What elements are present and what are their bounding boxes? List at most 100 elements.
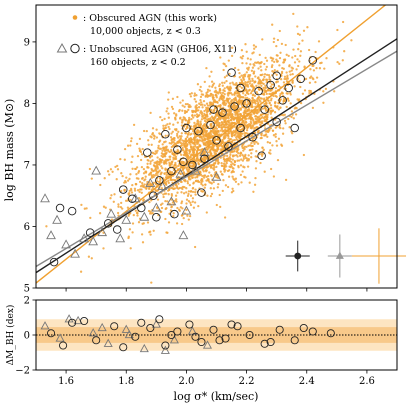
obscured-point (246, 67, 249, 70)
obscured-point (201, 140, 204, 143)
obscured-point (220, 161, 223, 165)
obscured-point (149, 182, 152, 186)
obscured-point (161, 143, 164, 146)
residual-circle (209, 325, 218, 334)
legend: : Obscured AGN (this work) 10,000 object… (56, 13, 237, 68)
obscured-point (149, 160, 152, 163)
obscured-point (90, 257, 93, 260)
obscured-point (263, 75, 266, 79)
obscured-point (237, 152, 240, 155)
obscured-point (140, 165, 144, 169)
obscured-point (263, 102, 266, 106)
obscured-point (131, 167, 134, 170)
obscured-point (150, 136, 153, 139)
obscured-point (291, 56, 294, 59)
unobscured-circle (179, 157, 188, 167)
obscured-point (234, 96, 237, 99)
obscured-point (192, 116, 195, 119)
unobscured-circle (218, 108, 227, 117)
obscured-point (128, 177, 131, 181)
obscured-point (212, 109, 216, 112)
obscured-point (141, 181, 144, 185)
unobscured-triangle (178, 230, 189, 240)
obscured-point (254, 45, 258, 48)
obscured-point (205, 129, 209, 133)
obscured-point (169, 162, 172, 166)
obscured-point (296, 25, 299, 28)
obscured-point (270, 56, 273, 60)
obscured-point (244, 85, 247, 88)
obscured-point (269, 85, 272, 88)
obscured-point (343, 50, 346, 53)
obscured-point (265, 92, 268, 96)
obscured-point (240, 158, 243, 161)
obscured-point (193, 135, 197, 138)
unobscured-circle (197, 188, 206, 197)
obscured-point (192, 206, 196, 209)
unobscured-circle (143, 148, 152, 157)
obscured-point (182, 153, 185, 157)
obscured-point (221, 110, 224, 113)
obscured-point (208, 75, 211, 78)
obscured-point (187, 218, 190, 221)
obscured-point (273, 111, 277, 114)
obscured-point (227, 132, 230, 135)
obscured-point (252, 190, 255, 193)
obscured-point (177, 187, 180, 190)
legend-obscured-detail: 10,000 objects, z < 0.3 (90, 26, 201, 37)
obscured-point (242, 157, 246, 160)
obscured-point (193, 92, 196, 95)
obscured-point (203, 113, 206, 117)
residual-circle (308, 327, 317, 336)
y-tick-label: 7 (24, 160, 30, 171)
obscured-point (189, 203, 193, 207)
obscured-point (211, 143, 214, 146)
obscured-point (231, 46, 234, 49)
obscured-point (212, 82, 216, 85)
obscured-point (262, 86, 265, 90)
obscured-point (246, 108, 250, 112)
obscured-point (212, 128, 215, 131)
obscured-point (172, 123, 175, 126)
unobscured-circle (272, 117, 281, 127)
obscured-point (196, 142, 199, 145)
obscured-point (177, 130, 180, 133)
obscured-point (197, 109, 200, 112)
obscured-point (149, 162, 152, 165)
obscured-point (137, 196, 141, 200)
obscured-point (163, 127, 166, 130)
x-axis-label: log σ* (km/sec) (174, 390, 259, 403)
obscured-point (302, 153, 306, 157)
obscured-point (224, 184, 228, 187)
obscured-point (188, 152, 191, 155)
obscured-point (284, 43, 287, 47)
obscured-point (121, 174, 124, 178)
obscured-point (231, 158, 234, 161)
obscured-point (156, 156, 159, 159)
obscured-point (291, 72, 294, 76)
obscured-point (237, 88, 240, 91)
obscured-point (202, 134, 206, 137)
obscured-point (204, 158, 207, 161)
obscured-point (151, 159, 154, 162)
obscured-point (156, 174, 159, 177)
obscured-point (222, 68, 225, 72)
obscured-point (184, 137, 188, 140)
obscured-point (315, 76, 319, 79)
obscured-point (271, 64, 274, 67)
unobscured-circle (55, 203, 65, 213)
obscured-point (181, 160, 184, 163)
obscured-point (245, 50, 248, 53)
obscured-point (280, 42, 284, 46)
obscured-point (253, 136, 256, 140)
obscured-point (199, 85, 202, 89)
obscured-point (166, 123, 169, 126)
obscured-point (268, 151, 271, 154)
unobscured-triangle (145, 177, 156, 187)
obscured-point (263, 90, 266, 94)
obscured-point (234, 130, 237, 134)
obscured-point (269, 167, 273, 171)
obscured-point (203, 142, 206, 145)
obscured-point (190, 174, 193, 177)
